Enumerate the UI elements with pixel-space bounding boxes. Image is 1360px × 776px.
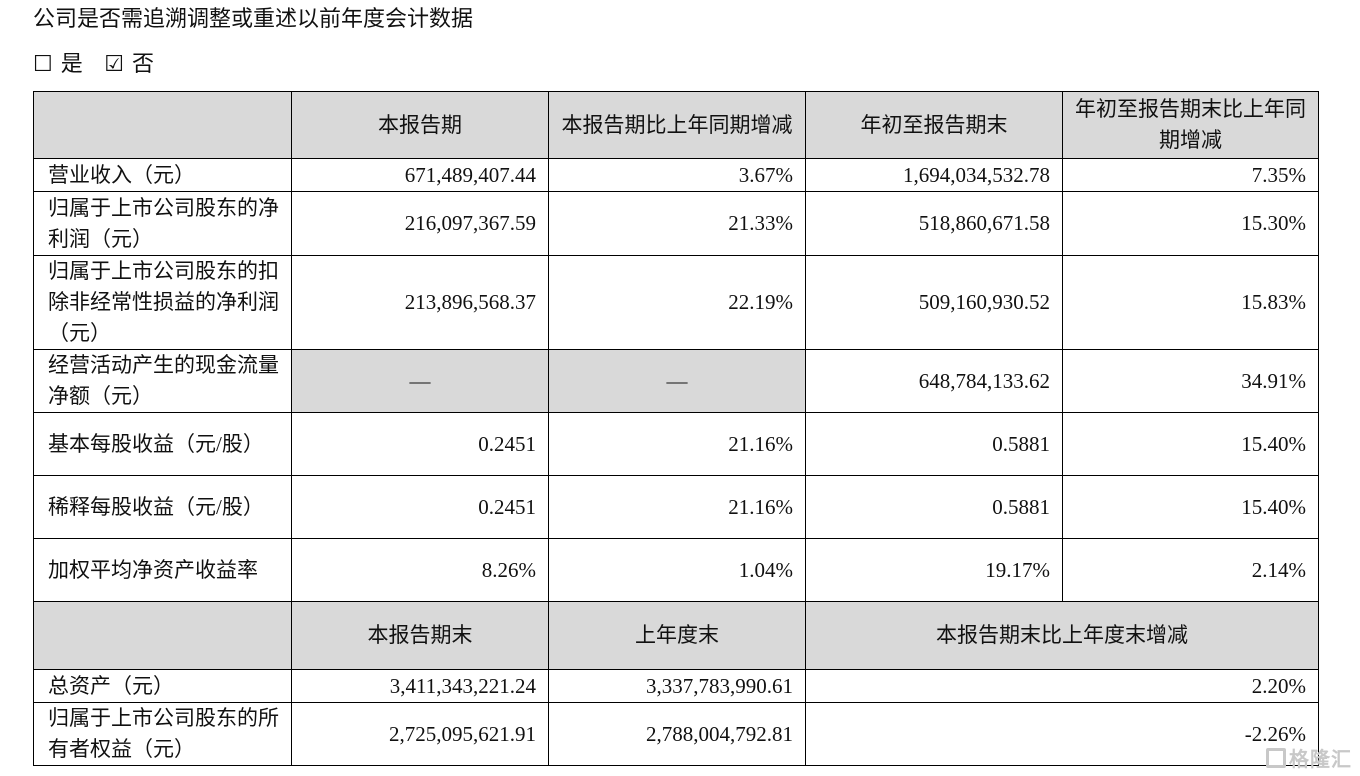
header-cell — [33, 91, 292, 159]
header-cell: 本报告期 — [291, 91, 549, 159]
value-cell: 3,411,343,221.24 — [291, 669, 549, 703]
value-cell: 15.40% — [1062, 412, 1319, 476]
value-cell: 0.5881 — [805, 475, 1063, 539]
value-cell: 671,489,407.44 — [291, 158, 549, 192]
header-cell: 本报告期末 — [291, 601, 549, 670]
value-cell: 3,337,783,990.61 — [548, 669, 806, 703]
row-label: 营业收入（元） — [33, 158, 292, 192]
value-cell: 2.20% — [805, 669, 1319, 703]
header-row: 本报告期 本报告期比上年同期增减 年初至报告期末 年初至报告期末比上年同期增减 — [33, 91, 1319, 159]
row-label: 归属于上市公司股东的所有者权益（元） — [33, 702, 292, 766]
checked-box-icon: ☑ — [104, 51, 124, 76]
value-cell: 518,860,671.58 — [805, 191, 1063, 256]
value-cell: — — [548, 349, 806, 413]
value-cell: 21.16% — [548, 412, 806, 476]
value-cell: 1.04% — [548, 538, 806, 602]
table-row: 基本每股收益（元/股） 0.2451 21.16% 0.5881 15.40% — [33, 412, 1319, 476]
value-cell: 34.91% — [1062, 349, 1319, 413]
value-cell: 1,694,034,532.78 — [805, 158, 1063, 192]
value-cell: 0.2451 — [291, 475, 549, 539]
value-cell: 0.5881 — [805, 412, 1063, 476]
table-row: 总资产（元） 3,411,343,221.24 3,337,783,990.61 2.… — [33, 669, 1319, 703]
value-cell: 15.30% — [1062, 191, 1319, 256]
value-cell: 7.35% — [1062, 158, 1319, 192]
value-cell: 21.16% — [548, 475, 806, 539]
value-cell: — — [291, 349, 549, 413]
header-cell: 年初至报告期末比上年同期增减 — [1062, 91, 1319, 159]
value-cell: 15.83% — [1062, 255, 1319, 350]
section-title: 公司是否需追溯调整或重述以前年度会计数据 — [33, 6, 474, 31]
header-cell: 上年度末 — [548, 601, 806, 670]
value-cell: 2,788,004,792.81 — [548, 702, 806, 766]
row-label: 基本每股收益（元/股） — [33, 412, 292, 476]
value-cell: 8.26% — [291, 538, 549, 602]
value-cell: 3.67% — [548, 158, 806, 192]
value-cell: 19.17% — [805, 538, 1063, 602]
financial-data-table: 本报告期 本报告期比上年同期增减 年初至报告期末 年初至报告期末比上年同期增减 营业收入… — [33, 91, 1319, 766]
table-row: 加权平均净资产收益率 8.26% 1.04% 19.17% 2.14% — [33, 538, 1319, 602]
table-row: 归属于上市公司股东的所有者权益（元） 2,725,095,621.91 2,788,… — [33, 702, 1319, 766]
table-row: 营业收入（元） 671,489,407.44 3.67% 1,694,034,532.… — [33, 158, 1319, 192]
header-cell: 本报告期末比上年度末增减 — [805, 601, 1319, 670]
header-cell: 本报告期比上年同期增减 — [548, 91, 806, 159]
table-row: 稀释每股收益（元/股） 0.2451 21.16% 0.5881 15.40% — [33, 475, 1319, 539]
option-yes[interactable]: ☐ 是 — [33, 51, 83, 76]
option-no[interactable]: ☑ 否 — [104, 51, 154, 76]
logo-icon — [1266, 748, 1286, 768]
row-label: 稀释每股收益（元/股） — [33, 475, 292, 539]
value-cell: 509,160,930.52 — [805, 255, 1063, 350]
row-label: 归属于上市公司股东的净利润（元） — [33, 191, 292, 256]
table-row: 归属于上市公司股东的扣除非经常性损益的净利润（元） 213,896,568.37 2… — [33, 255, 1319, 350]
value-cell: 2,725,095,621.91 — [291, 702, 549, 766]
value-cell: -2.26% — [805, 702, 1319, 766]
adjust-options: ☐ 是 ☑ 否 — [33, 49, 170, 79]
watermark-logo: 格隆汇 — [1266, 743, 1352, 772]
value-cell: 2.14% — [1062, 538, 1319, 602]
row-label: 总资产（元） — [33, 669, 292, 703]
header-cell: 年初至报告期末 — [805, 91, 1063, 159]
value-cell: 648,784,133.62 — [805, 349, 1063, 413]
value-cell: 0.2451 — [291, 412, 549, 476]
value-cell: 216,097,367.59 — [291, 191, 549, 256]
row-label: 经营活动产生的现金流量净额（元） — [33, 349, 292, 413]
unchecked-box-icon: ☐ — [33, 51, 53, 76]
value-cell: 213,896,568.37 — [291, 255, 549, 350]
table-row: 归属于上市公司股东的净利润（元） 216,097,367.59 21.33% 518,… — [33, 191, 1319, 256]
table-row: 经营活动产生的现金流量净额（元） — —648,784,133.62 34.91% — [33, 349, 1319, 413]
row-label: 加权平均净资产收益率 — [33, 538, 292, 602]
header-cell — [33, 601, 292, 670]
header-row: 本报告期末 上年度末 本报告期末比上年度末增减 — [33, 601, 1319, 670]
value-cell: 15.40% — [1062, 475, 1319, 539]
row-label: 归属于上市公司股东的扣除非经常性损益的净利润（元） — [33, 255, 292, 350]
value-cell: 21.33% — [548, 191, 806, 256]
value-cell: 22.19% — [548, 255, 806, 350]
